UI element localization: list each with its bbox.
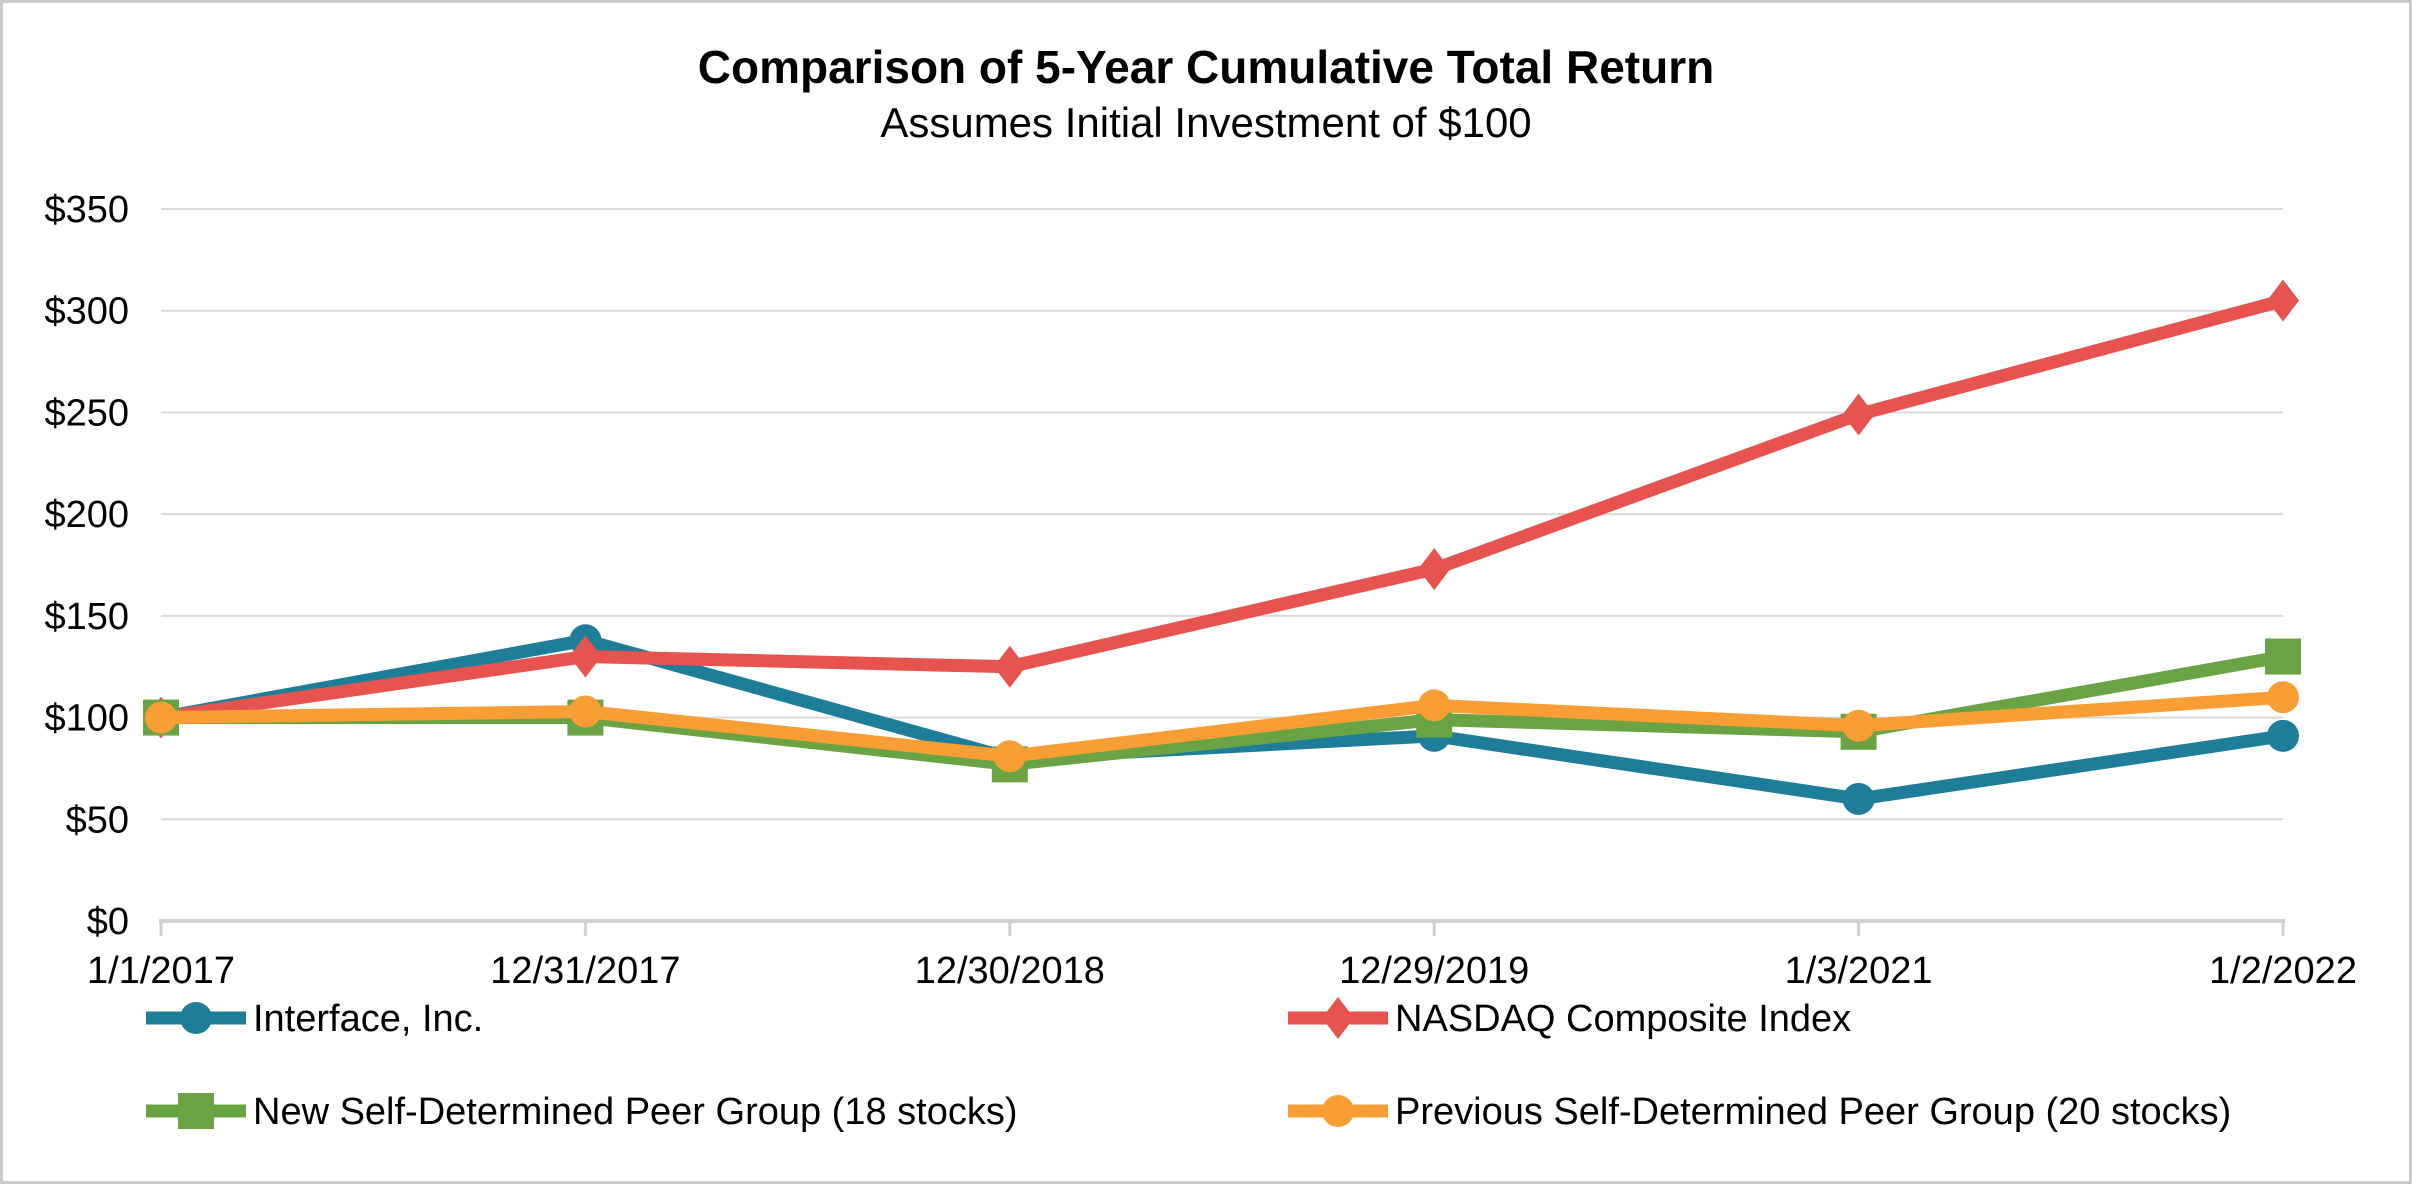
x-tick-label: 1/3/2021 [1785,950,1933,992]
data-point-marker [145,701,177,734]
y-tick-label: $150 [44,596,129,638]
legend-item-previous-self-determined-peer-group-20-stocks: Previous Self-Determined Peer Group (20 … [1288,1091,2231,1133]
data-point-marker [993,740,1026,773]
data-point-marker [993,645,1026,688]
y-tick-label: $350 [44,189,129,231]
series-line [154,690,2290,763]
data-point-marker [1842,709,1875,742]
legend-label: New Self-Determined Peer Group (18 stock… [253,1091,1018,1133]
y-tick-label: $300 [44,291,129,333]
legend-square-marker [178,1093,214,1129]
data-point-marker [569,635,602,678]
series-previous-self-determined-peer-group-20-stocks [145,681,2299,773]
y-tick-label: $50 [66,799,129,841]
data-point-marker [569,695,602,728]
legend: Interface, Inc. NASDAQ Composite Index New… [146,997,2231,1133]
x-tick-label: 12/29/2019 [1339,950,1529,992]
legend-circle-marker [180,1002,212,1034]
series-lines [143,279,2301,815]
data-point-marker [2265,638,2301,675]
legend-item-new-self-determined-peer-group-18-stocks: New Self-Determined Peer Group (18 stock… [146,1091,1018,1133]
legend-diamond-marker [1322,997,1354,1039]
data-point-marker [1418,548,1451,591]
series-nasdaq-composite-index [145,279,2299,739]
series-line [154,294,2290,725]
chart-subtitle: Assumes Initial Investment of $100 [880,99,1531,146]
data-point-marker [2267,719,2299,752]
data-point-marker [1842,782,1875,815]
legend-label: Interface, Inc. [253,998,483,1040]
y-tick-label: $250 [44,392,129,434]
x-tick-label: 1/1/2017 [87,950,235,992]
legend-item-interface-inc: Interface, Inc. [146,998,483,1040]
data-point-marker [2267,279,2299,322]
x-tick-label: 12/30/2018 [915,950,1105,992]
y-axis-labels: $0 $50 $100 $150 $200 $250 $300 $350 [44,189,129,943]
data-point-marker [2267,681,2299,714]
data-point-marker [1418,689,1451,722]
chart-title: Comparison of 5-Year Cumulative Total Re… [698,41,1714,93]
legend-item-nasdaq-composite-index: NASDAQ Composite Index [1288,997,1851,1040]
x-axis [159,919,2285,936]
x-axis-labels: 1/1/2017 12/31/2017 12/30/2018 12/29/2019 1/… [87,950,2357,992]
legend-label: Previous Self-Determined Peer Group (20 … [1395,1091,2231,1133]
data-point-marker [1842,393,1875,436]
y-tick-label: $200 [44,494,129,536]
y-tick-label: $0 [87,901,129,943]
x-tick-label: 12/31/2017 [490,950,680,992]
y-tick-label: $100 [44,698,129,740]
total-return-chart: Comparison of 5-Year Cumulative Total Re… [44,41,2357,1133]
legend-label: NASDAQ Composite Index [1395,998,1851,1040]
legend-circle-marker [1322,1095,1354,1127]
x-tick-label: 1/2/2022 [2209,950,2357,992]
